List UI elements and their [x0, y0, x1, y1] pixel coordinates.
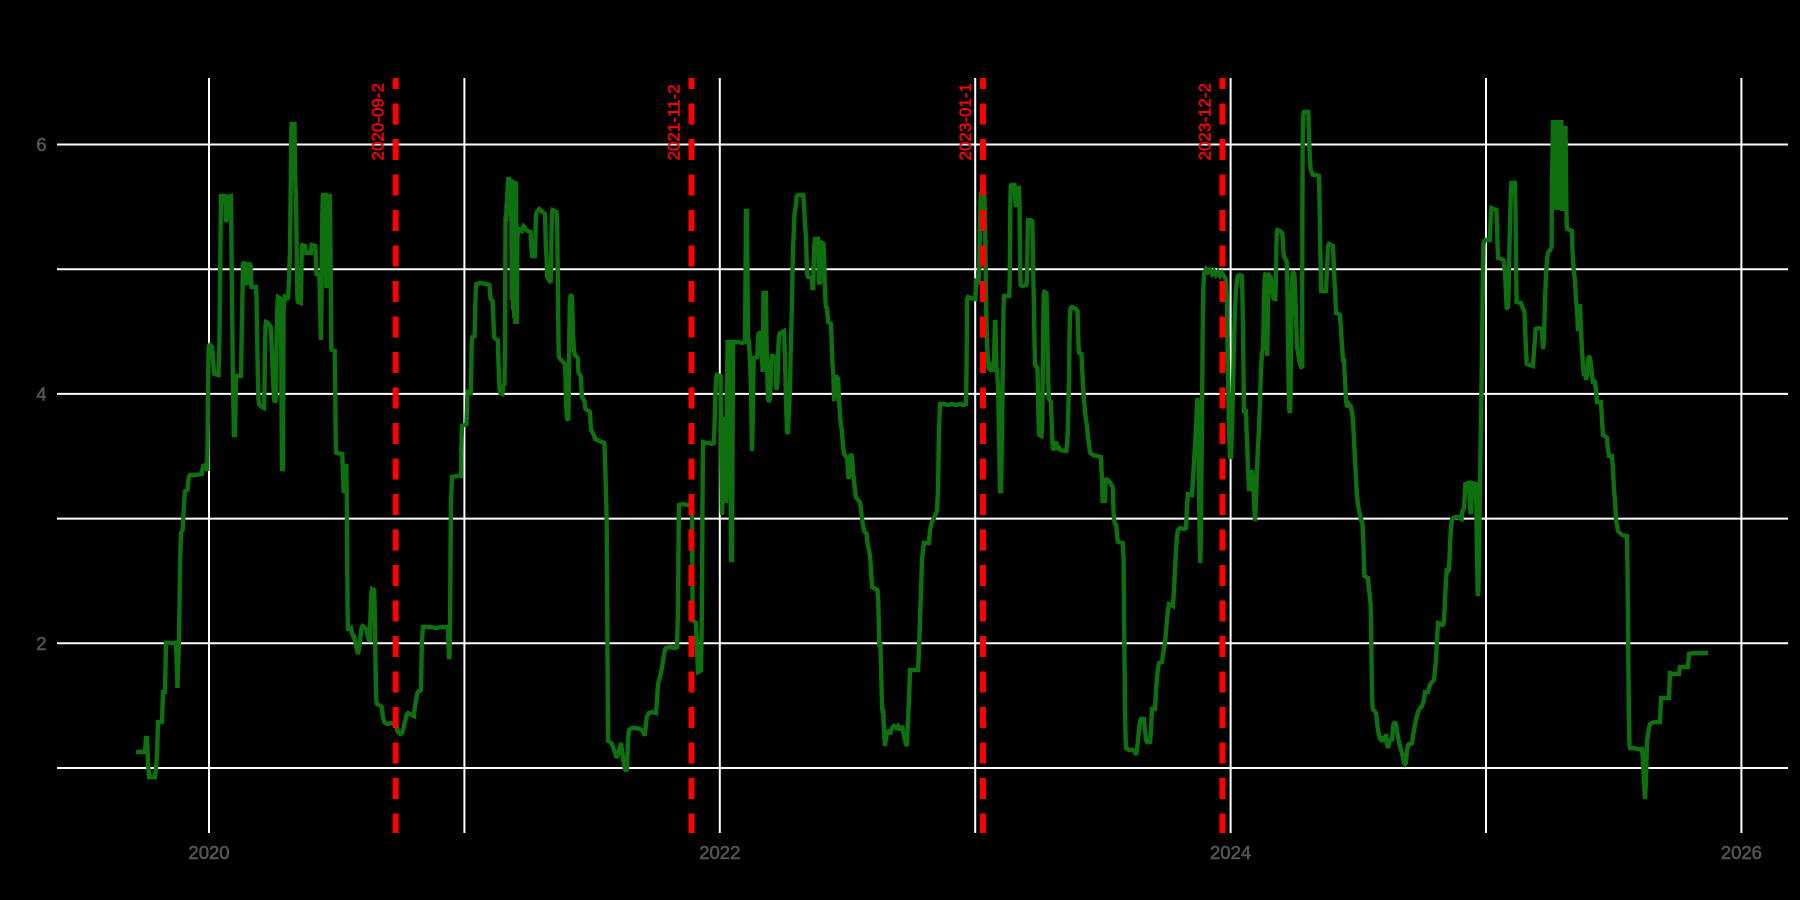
svg-text:2020: 2020	[188, 842, 229, 863]
svg-text:2023-12-2: 2023-12-2	[1196, 83, 1215, 161]
svg-text:4: 4	[36, 383, 46, 404]
svg-text:2021-11-2: 2021-11-2	[665, 84, 684, 160]
svg-text:2022: 2022	[699, 842, 740, 863]
svg-text:2020-09-2: 2020-09-2	[369, 83, 388, 161]
svg-text:2023-01-1: 2023-01-1	[956, 83, 975, 161]
svg-text:6: 6	[36, 134, 46, 155]
svg-text:2026: 2026	[1721, 842, 1762, 863]
svg-text:2024: 2024	[1210, 842, 1251, 863]
svg-text:2: 2	[36, 633, 46, 654]
